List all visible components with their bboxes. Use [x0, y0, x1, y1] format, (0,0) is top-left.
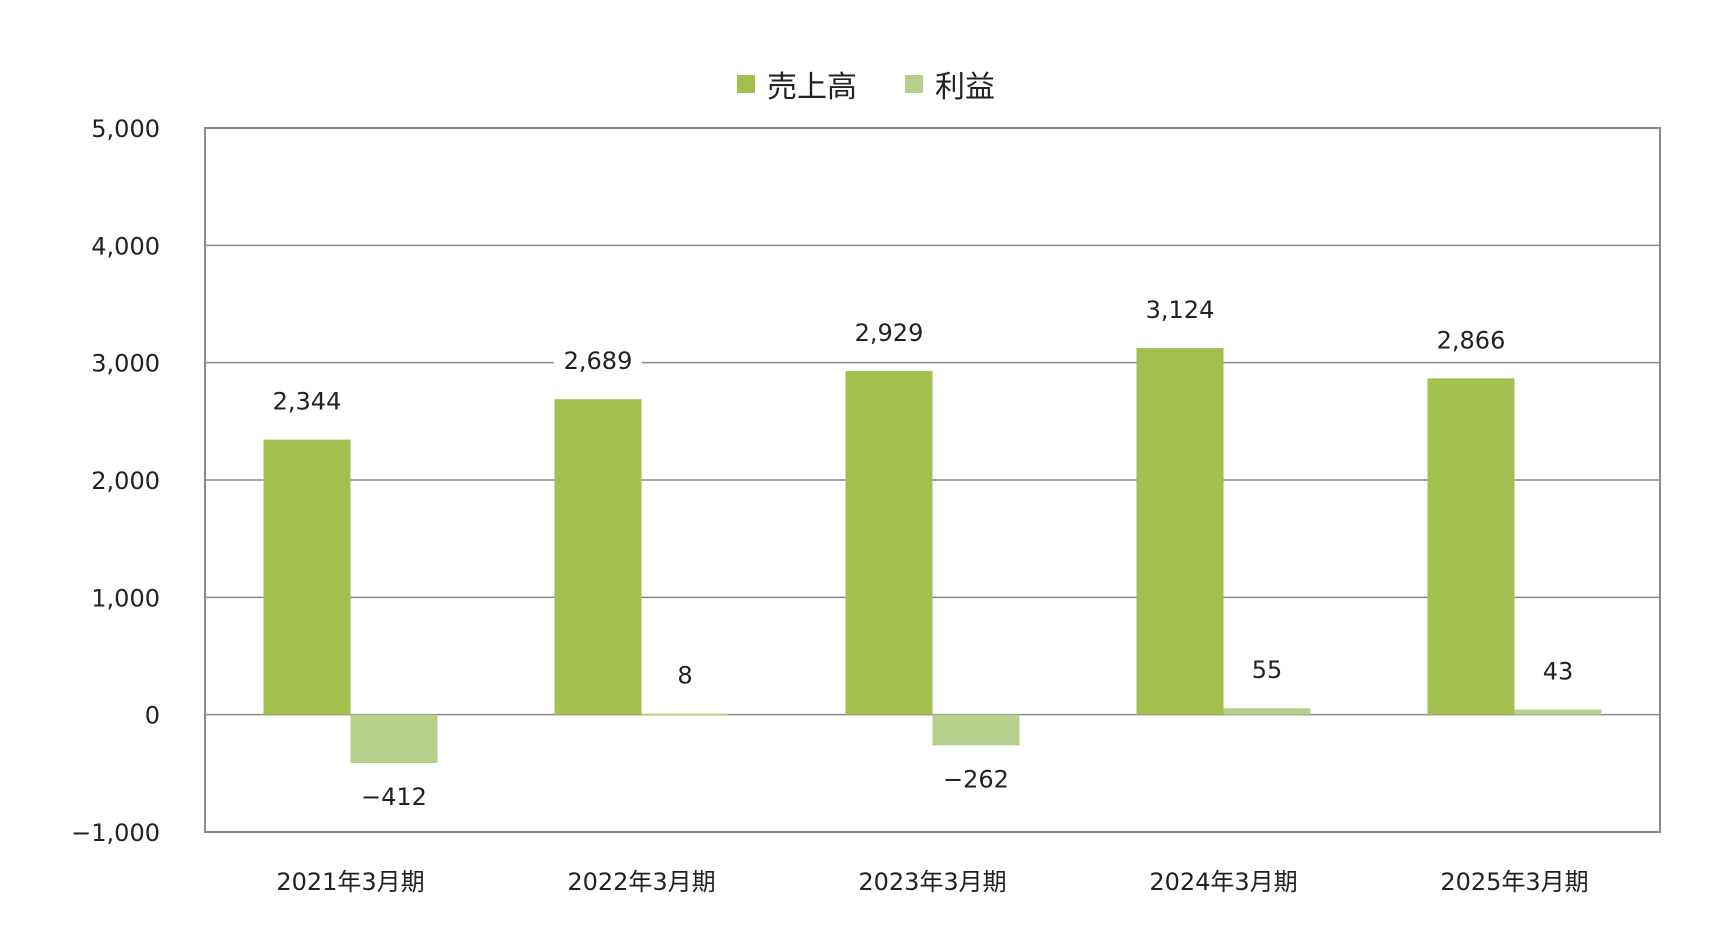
- data-label-profit: 43: [1543, 658, 1574, 686]
- x-tick-label: 2023年3月期: [858, 868, 1006, 896]
- data-label-sales: 2,689: [564, 347, 633, 375]
- y-tick-label: 2,000: [91, 467, 160, 495]
- data-label-bg: [1136, 294, 1224, 327]
- data-label-bg: [554, 345, 642, 378]
- bar-sales: [554, 399, 642, 715]
- data-label-profit: 8: [677, 662, 692, 690]
- bar-sales: [263, 439, 351, 715]
- data-label-bg: [1427, 324, 1515, 357]
- bar-profit: [1514, 709, 1602, 715]
- bar-profit: [350, 714, 438, 764]
- data-label-profit: 55: [1252, 656, 1283, 684]
- y-axis-ticks: 5,000 4,000 3,000 2,000 1,000 0 −1,000: [71, 115, 160, 847]
- bar-sales: [1427, 378, 1515, 715]
- y-tick-label: 3,000: [91, 350, 160, 378]
- data-label-bg: [263, 385, 351, 418]
- y-tick-label: 5,000: [91, 115, 160, 143]
- legend-swatch-sales: [737, 75, 755, 93]
- bar-profit: [1223, 708, 1311, 715]
- x-tick-label: 2024年3月期: [1149, 868, 1297, 896]
- data-label-sales: 2,929: [855, 319, 924, 347]
- data-label-sales: 3,124: [1146, 296, 1215, 324]
- legend: 売上高 利益: [0, 62, 1732, 106]
- x-axis-ticks: 2021年3月期 2022年3月期 2023年3月期 2024年3月期 2025年3月期: [276, 868, 1588, 896]
- y-tick-label: 1,000: [91, 584, 160, 612]
- legend-label-sales: 売上高: [767, 70, 857, 105]
- data-label-sales: 2,344: [273, 388, 342, 416]
- bar-profit: [932, 714, 1020, 746]
- y-tick-label: 0: [145, 702, 160, 730]
- x-tick-label: 2025年3月期: [1440, 868, 1588, 896]
- y-tick-label: 4,000: [91, 232, 160, 260]
- plot-frame: [204, 127, 1661, 833]
- y-tick-label: −1,000: [71, 819, 160, 847]
- x-tick-label: 2022年3月期: [567, 868, 715, 896]
- data-label-profit: −262: [943, 765, 1009, 793]
- x-tick-label: 2021年3月期: [276, 868, 424, 896]
- data-label-profit: −412: [361, 783, 427, 811]
- bars: [263, 348, 1602, 764]
- legend-item-profit: 利益: [905, 62, 995, 106]
- data-label-sales: 2,866: [1437, 326, 1506, 354]
- legend-label-profit: 利益: [935, 70, 995, 105]
- data-label-bg: [845, 316, 933, 349]
- bar-sales: [845, 370, 933, 715]
- legend-swatch-profit: [905, 75, 923, 93]
- bar-profit: [641, 713, 729, 716]
- legend-item-sales: 売上高: [737, 62, 857, 106]
- bar-sales: [1136, 348, 1224, 715]
- data-labels: 2,344 −412 2,689 8 2,929 −262 3,124 55 2,866 43: [263, 294, 1573, 811]
